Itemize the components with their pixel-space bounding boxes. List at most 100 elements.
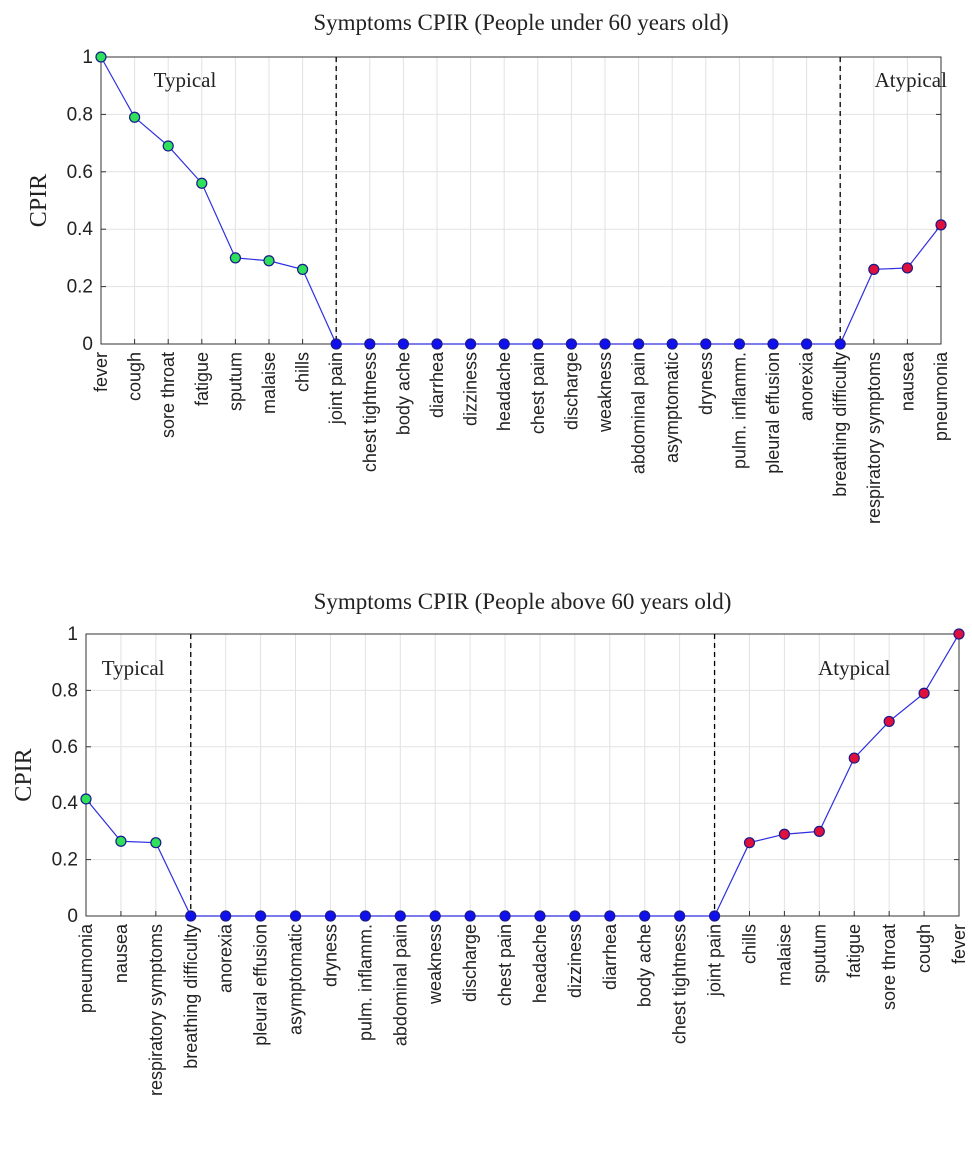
- y-tick-label: 0.8: [52, 680, 78, 701]
- x-tick-label: cough: [914, 924, 934, 973]
- x-tick-label: respiratory symptoms: [146, 924, 166, 1096]
- data-point-nausea: [901, 262, 914, 274]
- data-point-body-ache: [639, 910, 651, 922]
- x-tick-label: diarrhea: [427, 351, 447, 418]
- x-tick-label: pulm. inflamm.: [355, 924, 375, 1041]
- chart-title: Symptoms CPIR (People above 60 years old…: [314, 589, 732, 614]
- data-point-respiratory-symptoms: [150, 837, 162, 849]
- data-point-asymptomatic: [289, 910, 302, 922]
- x-tick-label: pulm. inflamm.: [729, 352, 749, 469]
- x-tick-label: body ache: [393, 352, 413, 435]
- x-tick-label: pneumonia: [76, 923, 96, 1013]
- data-point-cough: [129, 111, 141, 123]
- x-tick-label: chest pain: [495, 924, 515, 1006]
- data-point-headache: [498, 338, 510, 350]
- x-tick-label: pneumonia: [931, 351, 951, 441]
- y-axis: 0 0.2 0.4 0.6 0.8 1: [52, 624, 959, 927]
- x-tick-label: fever: [949, 924, 969, 964]
- x-tick-label: dryness: [696, 352, 716, 415]
- data-point-cough: [918, 687, 930, 699]
- x-tick-label: anorexia: [216, 923, 236, 993]
- x-tick-label: chills: [739, 924, 759, 964]
- y-tick-label: 0.6: [67, 162, 93, 183]
- x-tick-label: nausea: [111, 923, 131, 983]
- y-tick-label: 1: [67, 624, 78, 645]
- data-point-pneumonia: [935, 219, 947, 231]
- x-tick-label: nausea: [897, 351, 917, 411]
- x-tick-label: breathing difficulty: [830, 352, 850, 497]
- data-point-fatigue: [848, 752, 860, 764]
- x-tick-label: breathing difficulty: [181, 924, 201, 1069]
- y-tick-label: 0.8: [67, 104, 93, 125]
- annotation-typical: Typical: [102, 656, 165, 680]
- x-tick-label: pleural effusion: [763, 352, 783, 474]
- data-point-respiratory-symptoms: [868, 263, 880, 275]
- data-point-pulm-inflamm: [359, 910, 371, 922]
- data-point-weakness: [429, 910, 441, 922]
- x-tick-label: discharge: [460, 924, 480, 1002]
- data-point-diarrhea: [604, 910, 616, 922]
- x-tick-label: respiratory symptoms: [864, 352, 884, 524]
- data-point-fever: [953, 628, 965, 640]
- y-tick-label: 1: [82, 47, 93, 68]
- data-point-discharge: [565, 338, 578, 350]
- x-axis: fever cough sore throat fatigue sputum malais…: [91, 339, 951, 524]
- x-tick-label: dryness: [320, 924, 340, 987]
- annotation-typical: Typical: [154, 68, 217, 92]
- x-tick-label: joint pain: [705, 924, 725, 997]
- data-point-chills: [743, 837, 756, 849]
- x-tick-label: joint pain: [326, 352, 346, 425]
- data-point-breathing-difficulty: [834, 338, 846, 350]
- annotation-atypical: Atypical: [875, 68, 947, 92]
- x-tick-label: body ache: [635, 924, 655, 1007]
- data-points: [95, 51, 947, 350]
- data-points: [80, 628, 965, 922]
- data-point-asymptomatic: [666, 338, 678, 350]
- data-point-chest-tightness: [674, 910, 686, 922]
- x-tick-label: sputum: [225, 352, 245, 411]
- plot-frame: [100, 56, 942, 345]
- x-tick-label: asymptomatic: [662, 352, 682, 463]
- data-point-weakness: [599, 338, 611, 350]
- x-tick-label: fatigue: [192, 352, 212, 406]
- y-tick-label: 0: [67, 906, 78, 927]
- series-line: [100, 56, 942, 345]
- x-tick-label: pleural effusion: [251, 924, 271, 1046]
- x-tick-label: chest tightness: [360, 352, 380, 472]
- y-tick-label: 0: [82, 334, 93, 355]
- x-tick-label: fatigue: [844, 924, 864, 978]
- data-point-pneumonia: [80, 793, 92, 805]
- chart-under-60: Symptoms CPIR (People under 60 years old…: [26, 10, 951, 524]
- y-tick-label: 0.2: [52, 850, 78, 871]
- y-tick-label: 0.4: [52, 793, 79, 814]
- x-axis: pneumonia nausea respiratory symptoms breat…: [76, 911, 969, 1096]
- data-point-dryness: [700, 338, 712, 350]
- data-point-pulm-inflamm: [733, 338, 746, 350]
- data-point-sputum: [229, 252, 241, 264]
- x-tick-label: asymptomatic: [286, 924, 306, 1035]
- data-point-dizziness: [465, 338, 477, 350]
- data-point-pleural-effusion: [767, 338, 779, 350]
- data-point-abdominal-pain: [394, 910, 406, 922]
- x-tick-label: chest pain: [528, 352, 548, 434]
- x-tick-label: cough: [125, 352, 145, 401]
- data-point-fever: [95, 51, 107, 63]
- data-point-joint-pain: [330, 338, 342, 350]
- data-point-breathing-difficulty: [185, 910, 197, 922]
- data-point-chest-pain: [532, 338, 544, 350]
- data-point-malaise: [263, 255, 275, 267]
- y-tick-label: 0.4: [67, 219, 94, 240]
- data-point-nausea: [115, 835, 127, 847]
- y-axis-label: CPIR: [26, 174, 52, 227]
- y-tick-label: 0.6: [52, 737, 78, 758]
- data-point-headache: [534, 910, 546, 922]
- x-tick-label: weakness: [425, 924, 445, 1005]
- data-point-joint-pain: [708, 910, 721, 922]
- data-point-anorexia: [220, 910, 232, 922]
- data-point-dizziness: [569, 910, 581, 922]
- x-tick-label: discharge: [561, 352, 581, 430]
- data-point-diarrhea: [431, 338, 443, 350]
- x-tick-label: malaise: [259, 352, 279, 414]
- x-tick-label: diarrhea: [600, 923, 620, 990]
- x-tick-label: anorexia: [797, 351, 817, 421]
